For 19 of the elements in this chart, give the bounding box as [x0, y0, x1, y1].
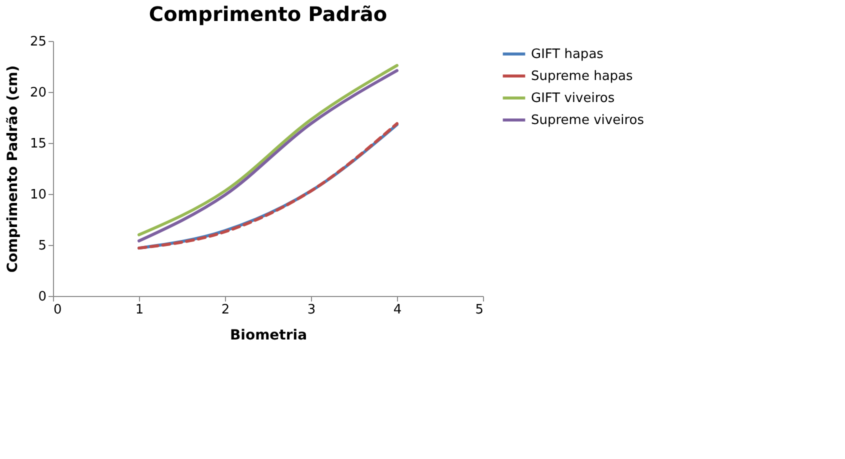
x-tick-label: 3	[307, 302, 316, 318]
legend-label: Supreme hapas	[531, 69, 634, 84]
y-tick-label: 5	[38, 238, 46, 254]
y-tick-label: 10	[30, 188, 46, 202]
legend-label: Supreme viveiros	[531, 113, 644, 128]
y-tick-label: 25	[30, 34, 46, 50]
x-tick-label: 0	[54, 302, 62, 318]
x-tick-label: 5	[475, 302, 484, 318]
legend-label: GIFT hapas	[531, 47, 604, 62]
y-tick-label: 20	[30, 86, 46, 100]
chart-title: Comprimento Padrão	[148, 2, 388, 26]
x-tick-label: 1	[135, 302, 144, 318]
y-tick-label: 0	[38, 290, 46, 304]
y-axis-title: Comprimento Padrão (cm)	[4, 65, 21, 273]
legend-label: GIFT viveiros	[531, 91, 615, 106]
x-axis-title: Biometria	[230, 328, 308, 344]
y-tick-label: 15	[30, 136, 46, 152]
x-tick-label: 4	[393, 302, 402, 318]
x-tick-label: 2	[221, 302, 230, 318]
